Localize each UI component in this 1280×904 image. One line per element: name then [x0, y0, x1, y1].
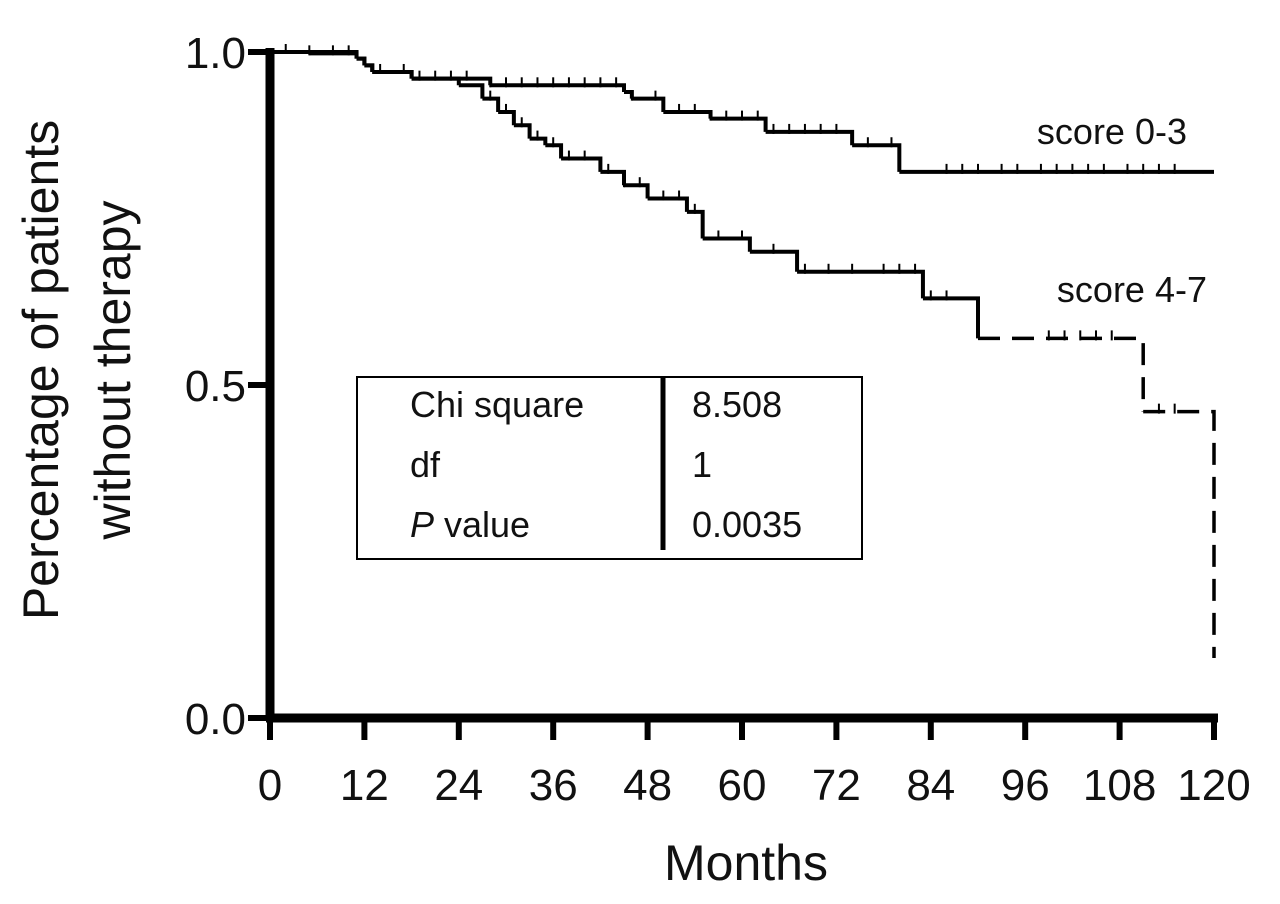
- stats-label-df: df: [410, 444, 441, 485]
- series-1: [270, 44, 1214, 174]
- x-tick-label: 72: [812, 761, 861, 810]
- stats-value-p-value: 0.0035: [692, 504, 802, 545]
- x-tick-label: 96: [1001, 761, 1050, 810]
- y-axis-title: Percentage of patients without therapy: [13, 120, 141, 620]
- series-label-score-4-7: score 4-7: [1057, 269, 1207, 310]
- stats-label-p-value: P value: [410, 504, 530, 545]
- y-axis-title-line-1: Percentage of patients: [13, 120, 69, 620]
- x-tick-label: 36: [529, 761, 578, 810]
- survival-curve: [270, 50, 980, 339]
- x-axis-ticks: 0 12 24 36 48 60 72 84 96 108 120: [258, 718, 1251, 810]
- stats-table: Chi square 8.508 df 1 P value 0.0035: [356, 376, 863, 560]
- stats-value-chi-square: 8.508: [692, 384, 782, 425]
- x-tick-label: 48: [623, 761, 672, 810]
- stats-table-border: [356, 376, 863, 560]
- y-tick-label: 0.0: [185, 695, 246, 744]
- x-tick-label: 12: [340, 761, 389, 810]
- x-tick-label: 24: [434, 761, 483, 810]
- series-2: [270, 50, 1216, 659]
- x-tick-label: 108: [1083, 761, 1156, 810]
- survival-curve-dashed: [978, 336, 1216, 659]
- y-axis-title-line-2: without therapy: [85, 200, 141, 540]
- series-layer: [270, 44, 1216, 659]
- stats-label-p-rest: value: [434, 504, 530, 545]
- y-tick-label: 1.0: [185, 29, 246, 78]
- stats-label-p-italic: P: [410, 504, 434, 545]
- x-axis-title: Months: [664, 835, 828, 891]
- stats-label-chi-square: Chi square: [410, 384, 584, 425]
- y-axis-ticks: 0.0 0.5 1.0: [185, 29, 270, 744]
- x-tick-label: 120: [1177, 761, 1250, 810]
- x-tick-label: 84: [906, 761, 955, 810]
- x-tick-label: 0: [258, 761, 282, 810]
- x-tick-label: 60: [718, 761, 767, 810]
- y-tick-label: 0.5: [185, 362, 246, 411]
- stats-value-df: 1: [692, 444, 712, 485]
- series-label-score-0-3: score 0-3: [1037, 111, 1187, 152]
